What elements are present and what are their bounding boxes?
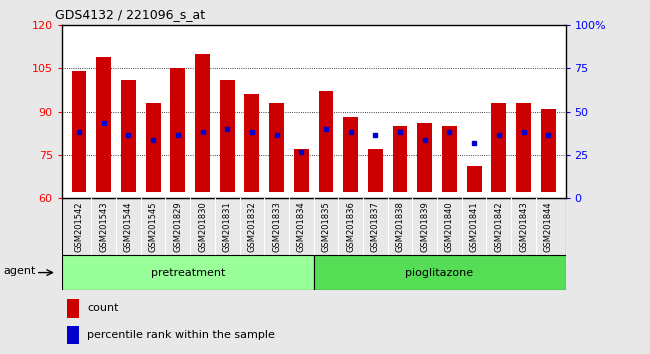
Text: GSM201843: GSM201843: [519, 201, 528, 252]
Text: count: count: [87, 303, 118, 313]
Bar: [393, 126, 408, 193]
Bar: [244, 94, 259, 193]
Text: GSM201832: GSM201832: [248, 201, 256, 252]
Text: GSM201542: GSM201542: [75, 201, 84, 252]
Bar: [220, 80, 235, 193]
Text: pioglitazone: pioglitazone: [406, 268, 474, 278]
Text: GSM201834: GSM201834: [297, 201, 306, 252]
Bar: [442, 126, 457, 193]
Bar: [269, 103, 284, 193]
Text: GSM201543: GSM201543: [99, 201, 109, 252]
Bar: [195, 54, 210, 193]
Text: GSM201544: GSM201544: [124, 201, 133, 252]
Text: GSM201836: GSM201836: [346, 201, 355, 252]
Text: GSM201841: GSM201841: [470, 201, 478, 252]
Bar: [96, 57, 111, 193]
Bar: [170, 68, 185, 193]
Text: GSM201844: GSM201844: [543, 201, 552, 252]
Bar: [467, 166, 482, 193]
Text: GDS4132 / 221096_s_at: GDS4132 / 221096_s_at: [55, 8, 205, 21]
Text: GSM201838: GSM201838: [396, 201, 404, 252]
Text: GSM201829: GSM201829: [174, 201, 182, 252]
Bar: [67, 299, 79, 318]
Text: GSM201830: GSM201830: [198, 201, 207, 252]
Bar: [491, 103, 506, 193]
Text: agent: agent: [3, 266, 36, 276]
Bar: [417, 123, 432, 193]
Bar: [313, 255, 566, 290]
Text: pretreatment: pretreatment: [151, 268, 225, 278]
Bar: [516, 103, 531, 193]
Bar: [541, 109, 556, 193]
Text: GSM201842: GSM201842: [495, 201, 503, 252]
Text: percentile rank within the sample: percentile rank within the sample: [87, 330, 275, 340]
Bar: [146, 103, 161, 193]
Bar: [318, 91, 333, 193]
Bar: [121, 80, 136, 193]
Bar: [67, 326, 79, 344]
Bar: [368, 149, 383, 193]
Text: GSM201837: GSM201837: [371, 201, 380, 252]
Text: GSM201839: GSM201839: [421, 201, 429, 252]
Bar: [294, 149, 309, 193]
Text: GSM201545: GSM201545: [149, 201, 157, 252]
Bar: [62, 255, 313, 290]
Bar: [343, 117, 358, 193]
Text: GSM201835: GSM201835: [322, 201, 330, 252]
Text: GSM201840: GSM201840: [445, 201, 454, 252]
Bar: [72, 71, 86, 193]
Text: GSM201831: GSM201831: [223, 201, 231, 252]
Text: GSM201833: GSM201833: [272, 201, 281, 252]
